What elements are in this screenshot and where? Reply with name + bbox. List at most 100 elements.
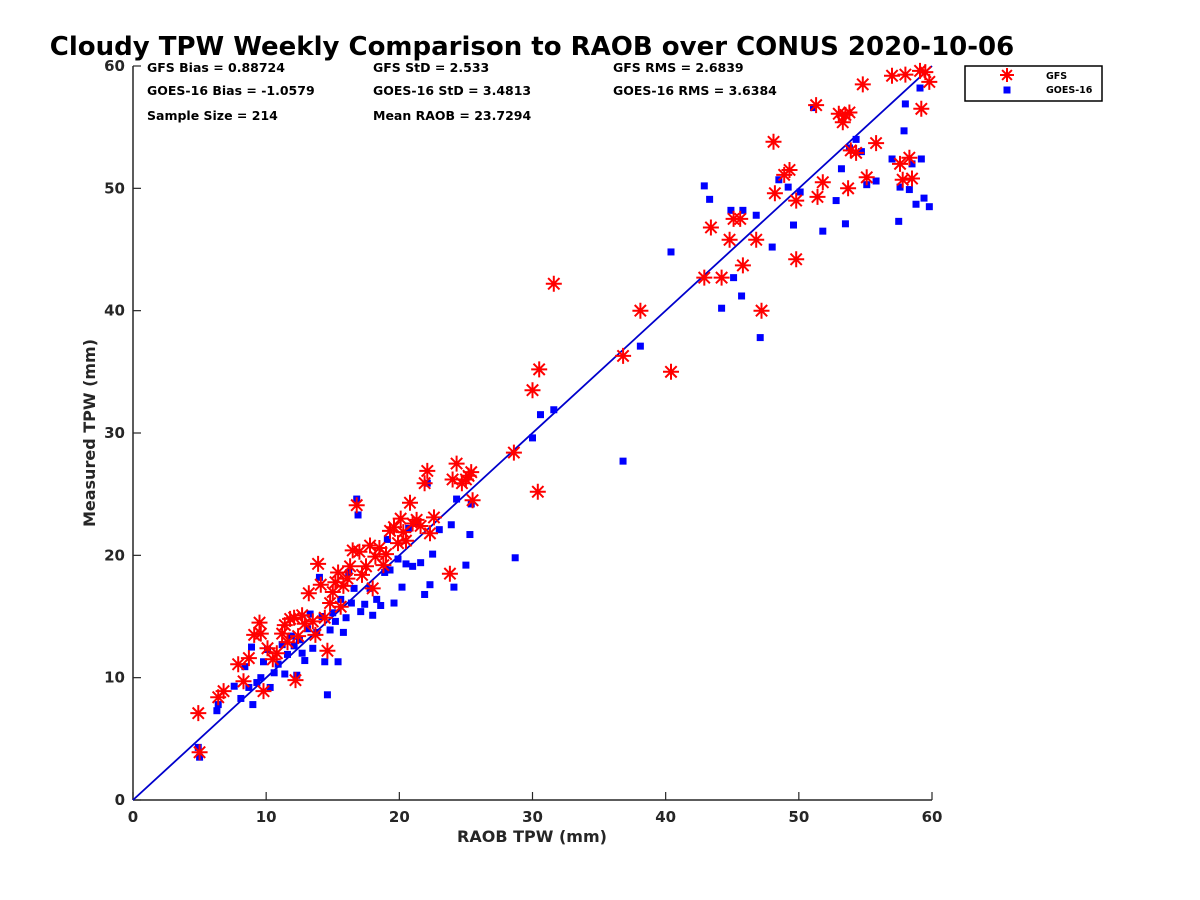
x-axis-label: RAOB TPW (mm): [457, 827, 607, 846]
goes-16-point: [908, 160, 916, 168]
gfs-point: [830, 105, 847, 122]
goes-16-point: [377, 601, 385, 609]
goes-16-point: [298, 649, 306, 657]
stat-mean-raob: Mean RAOB = 23.7294: [373, 108, 531, 123]
gfs-point: [210, 689, 227, 706]
goes-16-point: [700, 182, 708, 190]
goes-16-point: [350, 584, 358, 592]
gfs-point: [834, 114, 851, 131]
gfs-point: [848, 144, 865, 161]
y-tick-label: 40: [104, 302, 125, 320]
goes-16-point: [257, 674, 265, 682]
goes-16-point: [667, 248, 675, 256]
goes-16-point: [536, 411, 544, 419]
goes-16-point: [462, 561, 470, 569]
gfs-point: [255, 683, 272, 700]
goes-16-point: [529, 434, 536, 442]
gfs-point: [348, 497, 365, 514]
stats-block: GFS Bias = 0.88724 GFS StD = 2.533 GFS R…: [147, 60, 777, 123]
goes-16-point: [429, 550, 437, 558]
stat-gfs-bias: GFS Bias = 0.88724: [147, 60, 285, 75]
gfs-point: [892, 155, 908, 172]
goes-16-point: [326, 626, 334, 634]
goes-16-point: [290, 642, 298, 650]
gfs-point: [344, 542, 361, 559]
goes-16-point: [331, 617, 339, 625]
gfs-point: [395, 524, 412, 541]
y-tick-label: 0: [115, 791, 125, 809]
goes-16-point: [426, 581, 434, 589]
x-tick-label: 60: [922, 808, 943, 826]
goes-16-point: [345, 568, 353, 576]
goes-16-point: [230, 682, 238, 690]
gfs-point: [324, 584, 341, 600]
gfs-point: [842, 142, 859, 159]
gfs-point: [505, 444, 522, 461]
goes-16-point: [306, 610, 314, 618]
gfs-point: [335, 577, 352, 594]
y-tick-label: 50: [104, 179, 125, 197]
goes-16-point: [281, 670, 289, 678]
goes-16-point: [718, 304, 726, 312]
gfs-point: [264, 651, 281, 668]
gfs-point: [327, 574, 344, 591]
gfs-point: [330, 564, 347, 581]
gfs-point: [240, 650, 257, 667]
goes-16-point: [390, 599, 398, 607]
goes-16-point: [301, 657, 309, 665]
gfs-point: [921, 73, 938, 90]
goes-16-point: [896, 183, 904, 191]
stat-goes-bias: GOES-16 Bias = -1.0579: [147, 83, 315, 98]
goes-16-point: [417, 559, 425, 567]
gfs-point: [422, 525, 438, 542]
gfs-point: [766, 185, 783, 202]
gfs-point: [858, 169, 875, 186]
gfs-point: [748, 231, 765, 248]
gfs-point: [901, 149, 918, 166]
gfs-point: [663, 363, 679, 380]
gfs-point: [868, 135, 885, 152]
goes-16-point: [857, 148, 865, 156]
goes-16-point: [347, 599, 355, 607]
goes-16-point: [334, 658, 342, 666]
gfs-point: [884, 67, 900, 84]
goes-16-point: [752, 211, 760, 219]
gfs-point: [367, 548, 384, 565]
gfs-point: [713, 269, 730, 286]
legend-goes-label: GOES-16: [1046, 85, 1093, 96]
gfs-point: [342, 558, 359, 575]
goes-16-point: [398, 583, 406, 591]
gfs-point: [897, 66, 914, 83]
goes-16-point: [912, 200, 920, 208]
goes-16-point: [447, 521, 455, 529]
x-tick-label: 40: [655, 808, 676, 826]
gfs-point: [316, 609, 333, 626]
goes-16-point: [466, 531, 474, 539]
goes-16-point: [636, 342, 644, 350]
gfs-point: [371, 540, 388, 556]
x-tick-label: 30: [522, 808, 543, 826]
gfs-point: [392, 510, 409, 527]
goes-16-point: [339, 628, 347, 636]
gfs-point: [312, 576, 329, 593]
gfs-point: [444, 471, 461, 488]
x-tick-label: 50: [788, 808, 809, 826]
gfs-point: [408, 511, 425, 528]
gfs-point: [854, 76, 871, 93]
gfs-point: [904, 170, 920, 187]
goes-16-point: [727, 206, 735, 214]
gfs-point: [215, 683, 232, 700]
gfs-point: [332, 598, 349, 615]
gfs-point: [358, 558, 374, 575]
goes-16-point: [917, 155, 925, 163]
gfs-point: [837, 106, 854, 123]
goes-16-point: [837, 165, 845, 173]
goes-16-point: [905, 186, 913, 194]
goes-16-point: [253, 679, 261, 687]
goes-16-point: [369, 611, 377, 619]
gfs-point: [809, 188, 826, 205]
goes-16-point: [435, 526, 443, 534]
goes-16-point: [925, 203, 933, 211]
gfs-point: [894, 171, 911, 188]
gfs-point: [364, 580, 381, 597]
